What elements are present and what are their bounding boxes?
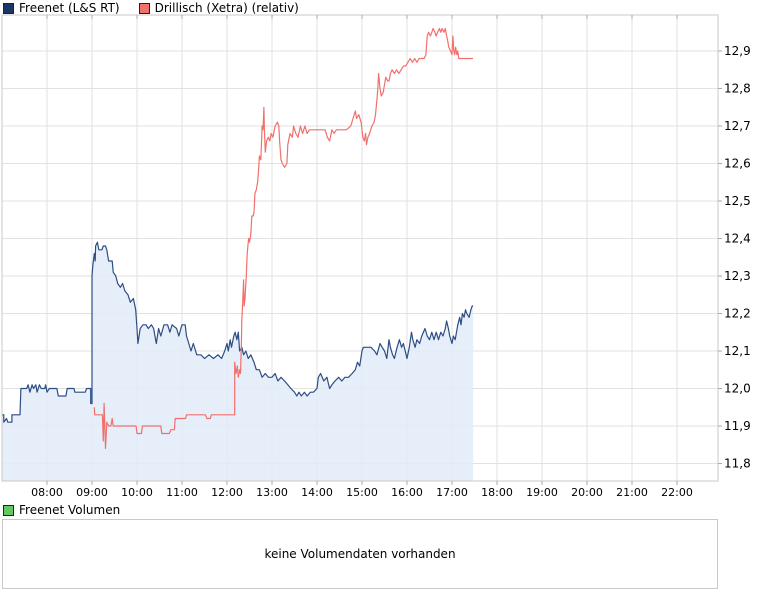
legend-item-drillisch: Drillisch (Xetra) (relativ)	[138, 1, 299, 15]
y-axis-tick-label: 12,7	[724, 119, 751, 133]
x-axis-tick-label: 19:00	[526, 486, 558, 499]
volume-chart-legend: Freenet Volumen	[3, 503, 120, 517]
y-axis-tick-label: 12,9	[724, 44, 751, 58]
x-axis-tick-label: 08:00	[31, 486, 63, 499]
x-axis-tick-label: 17:00	[436, 486, 468, 499]
y-axis-tick-label: 11,9	[724, 419, 751, 433]
freenet-series-swatch-icon	[3, 2, 14, 14]
x-axis-tick-label: 22:00	[661, 486, 693, 499]
main-chart-legend: Freenet (L&S RT) Drillisch (Xetra) (rela…	[3, 1, 299, 15]
no-volume-data-message: keine Volumendaten vorhanden	[264, 547, 456, 561]
y-axis-tick-label: 12,1	[724, 344, 751, 358]
y-axis-tick-label: 12,0	[724, 382, 751, 396]
y-axis-tick-label: 12,3	[724, 269, 751, 283]
legend-item-volumen: Freenet Volumen	[3, 503, 120, 517]
legend-item-label: Drillisch (Xetra) (relativ)	[154, 1, 299, 15]
x-axis-tick-label: 10:00	[121, 486, 153, 499]
y-axis-tick-label: 11,8	[724, 457, 751, 471]
volume-series-swatch-icon	[3, 504, 14, 516]
x-axis-tick-label: 16:00	[391, 486, 423, 499]
x-axis-tick-label: 14:00	[301, 486, 333, 499]
legend-item-label: Freenet Volumen	[19, 503, 121, 517]
x-axis-tick-label: 11:00	[166, 486, 198, 499]
x-axis-tick-label: 20:00	[571, 486, 603, 499]
x-axis-tick-label: 13:00	[256, 486, 288, 499]
x-axis-tick-label: 15:00	[346, 486, 378, 499]
y-axis-tick-label: 12,4	[724, 232, 751, 246]
y-axis-tick-label: 12,8	[724, 82, 751, 96]
price-chart[interactable]: 08:00 09:00 10:00 11:00 12:00 13:00 14:00 15:00…	[0, 0, 760, 502]
x-axis-tick-label: 21:00	[616, 486, 648, 499]
x-axis-tick-label: 12:00	[211, 486, 243, 499]
y-axis-tick-label: 12,6	[724, 157, 751, 171]
y-axis-tick-label: 12,2	[724, 307, 751, 321]
y-axis-tick-label: 12,5	[724, 194, 751, 208]
x-axis-tick-label: 09:00	[76, 486, 108, 499]
x-axis-tick-label: 18:00	[481, 486, 513, 499]
volume-panel: keine Volumendaten vorhanden	[2, 519, 718, 589]
legend-item-label: Freenet (L&S RT)	[19, 1, 120, 15]
legend-item-freenet: Freenet (L&S RT)	[3, 1, 120, 15]
drillisch-series-swatch-icon	[138, 2, 150, 14]
